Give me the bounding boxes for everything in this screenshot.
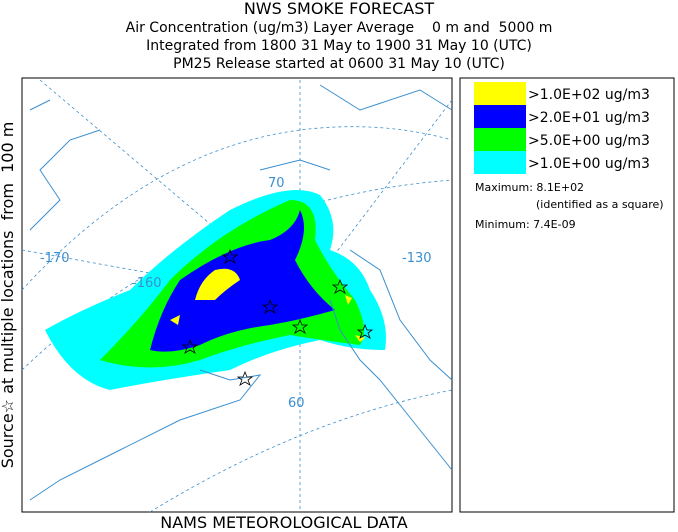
map-label: -160 <box>132 276 162 291</box>
legend-swatch <box>474 82 526 105</box>
maximum: Maximum: 8.1E+02 <box>475 181 584 194</box>
source-stars <box>181 248 374 386</box>
map-label: -170 <box>40 251 70 266</box>
legend-label: >1.0E+02 ug/m3 <box>528 87 650 103</box>
legend-label: >2.0E+01 ug/m3 <box>528 110 650 126</box>
legend-label: >5.0E+00 ug/m3 <box>528 133 650 149</box>
subtitle-line: Air Concentration (ug/m3) Layer Average … <box>126 20 553 36</box>
minimum: Minimum: 7.4E-09 <box>475 218 576 231</box>
legend-swatch <box>474 128 526 151</box>
graticule <box>149 389 453 513</box>
legend-label: >1.0E+00 ug/m3 <box>528 156 650 172</box>
subtitle-line: PM25 Release started at 0600 31 May 10 (… <box>173 56 505 72</box>
subtitle-line: Integrated from 1800 31 May to 1900 31 M… <box>146 38 532 54</box>
map: -170 -160 -130 70 60 <box>21 77 453 513</box>
max-note: (identified as a square) <box>536 198 664 211</box>
coastline <box>29 84 453 501</box>
smoke-area <box>170 268 365 342</box>
footer: NAMS METEOROLOGICAL DATA <box>160 513 408 532</box>
star <box>181 248 374 386</box>
map-label: 70 <box>268 176 285 191</box>
side-label: Source☆ at multiple locations from 100 m <box>0 122 17 469</box>
smoke-area <box>150 210 335 352</box>
legend-swatch <box>474 105 526 128</box>
legend-swatch <box>474 151 526 174</box>
title: NWS SMOKE FORECAST <box>244 0 435 18</box>
legend-panel: Maximum: 8.1E+02 (identified as a square… <box>459 77 675 513</box>
graticule <box>21 126 453 291</box>
map-label: -130 <box>402 251 432 266</box>
map-label: 60 <box>288 396 305 411</box>
